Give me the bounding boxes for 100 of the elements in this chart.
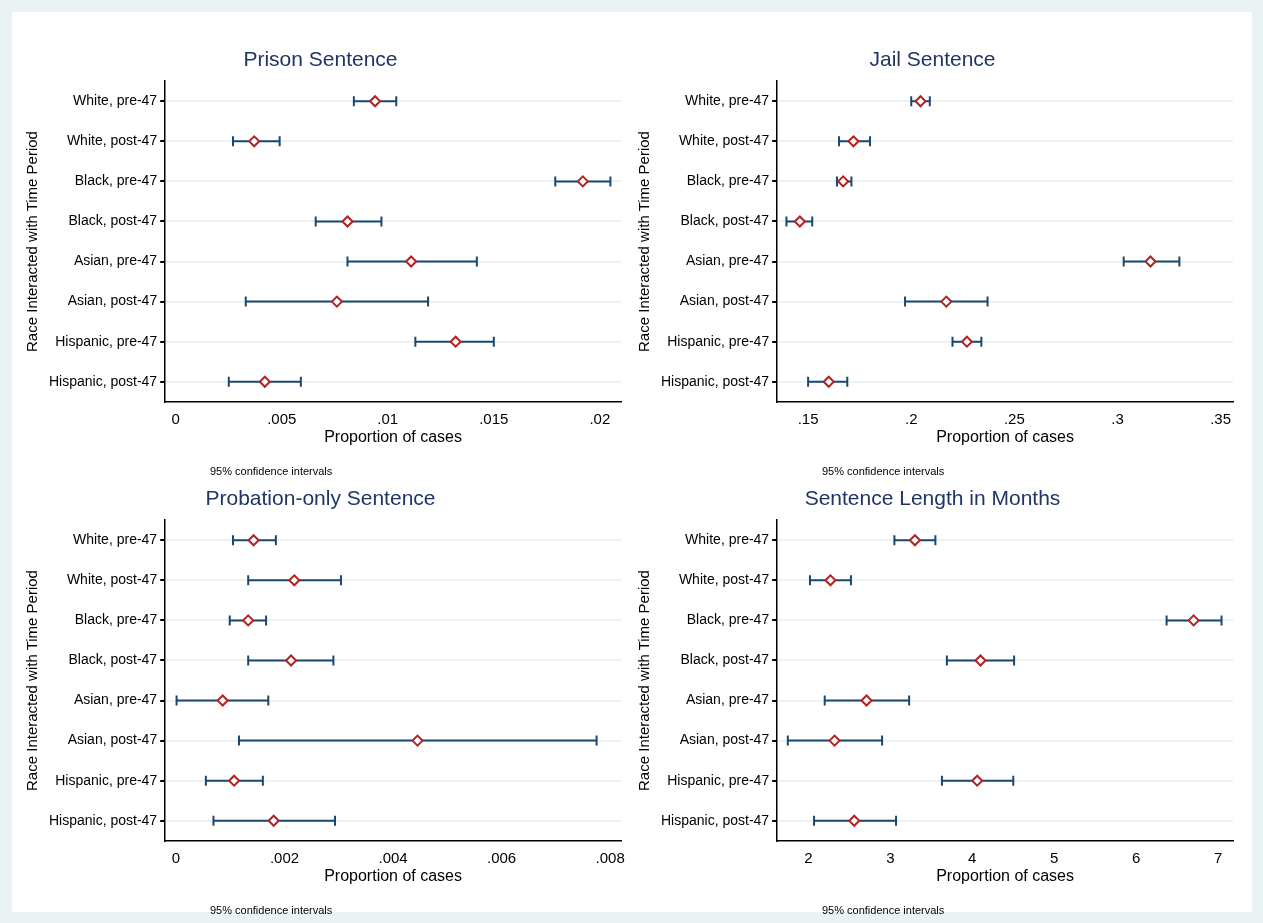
y-axis-title: Race Interacted with Time Period (23, 570, 41, 791)
x-axis-title: Proportion of cases (936, 866, 1075, 884)
point (369, 95, 382, 108)
point (267, 814, 280, 827)
chart-title: Jail Sentence (869, 47, 996, 71)
x-tick-label: .15 (797, 409, 819, 427)
point (1187, 614, 1200, 627)
chart-title: Prison Sentence (243, 47, 398, 71)
point (822, 375, 835, 388)
x-tick-label: 0 (171, 848, 181, 866)
y-tick-label: Hispanic, post-47 (48, 372, 158, 389)
point (576, 175, 589, 188)
y-tick-label: Asian, pre-47 (73, 691, 158, 708)
y-tick-label: White, post-47 (678, 571, 770, 588)
point (793, 215, 806, 228)
x-tick-label: .004 (378, 848, 408, 866)
y-tick-label: White, post-47 (66, 571, 158, 588)
point (1144, 255, 1157, 268)
point (341, 215, 354, 228)
y-tick-label: Black, pre-47 (74, 172, 158, 189)
x-tick-label: .2 (904, 409, 918, 427)
x-tick-label: 4 (968, 848, 977, 866)
point (248, 135, 261, 148)
x-tick-label: .006 (487, 848, 517, 866)
x-tick-label: .25 (1003, 409, 1025, 427)
point (848, 814, 861, 827)
y-tick-label: White, post-47 (678, 132, 770, 149)
y-tick-label: Black, pre-47 (686, 172, 770, 189)
y-tick-label: White, pre-47 (73, 92, 158, 109)
point (908, 534, 921, 547)
x-tick-label: 2 (804, 848, 813, 866)
y-tick-label: Black, post-47 (68, 651, 158, 668)
text: 95% confidence intervals (822, 465, 945, 477)
y-tick-label: Black, pre-47 (686, 611, 770, 628)
y-tick-label: Asian, pre-47 (73, 252, 158, 269)
y-tick-label: Asian, post-47 (679, 731, 770, 748)
point (258, 375, 271, 388)
text: 95% confidence intervals (210, 904, 333, 916)
x-tick-label: .3 (1111, 409, 1124, 427)
point (914, 95, 927, 108)
y-tick-label: Black, post-47 (680, 212, 770, 229)
y-tick-label: Asian, post-47 (67, 731, 158, 748)
point (411, 734, 424, 747)
point (860, 694, 873, 707)
point (828, 734, 841, 747)
text: 95% confidence intervals (822, 904, 945, 916)
x-tick-label: 5 (1050, 848, 1059, 866)
y-tick-label: Hispanic, pre-47 (55, 332, 158, 349)
x-tick-label: 3 (886, 848, 895, 866)
y-tick-label: Hispanic, post-47 (660, 372, 770, 389)
y-tick-label: Hispanic, pre-47 (667, 771, 770, 788)
y-tick-label: Black, pre-47 (74, 611, 158, 628)
x-axis-title: Proportion of cases (324, 866, 463, 884)
x-tick-label: .02 (589, 409, 611, 427)
y-tick-label: White, pre-47 (685, 92, 770, 109)
y-tick-label: White, pre-47 (685, 531, 770, 548)
y-tick-label: Hispanic, post-47 (660, 811, 770, 828)
y-tick-label: Hispanic, pre-47 (55, 771, 158, 788)
x-tick-label: 6 (1132, 848, 1141, 866)
chart-title: Sentence Length in Months (804, 486, 1061, 510)
y-tick-label: Asian, pre-47 (685, 252, 770, 269)
point (285, 654, 298, 667)
point (847, 135, 860, 148)
x-axis-title: Proportion of cases (936, 427, 1075, 445)
chart-title: Probation-only Sentence (205, 486, 436, 510)
y-axis-title: Race Interacted with Time Period (635, 570, 653, 791)
x-tick-label: .008 (595, 848, 625, 866)
point (971, 774, 984, 787)
y-tick-label: Asian, post-47 (679, 292, 770, 309)
text: 95% confidence intervals (210, 465, 333, 477)
point (940, 295, 953, 308)
x-tick-label: .35 (1210, 409, 1232, 427)
y-tick-label: White, post-47 (66, 132, 158, 149)
x-tick-label: 7 (1214, 848, 1223, 866)
y-axis-title: Race Interacted with Time Period (635, 131, 653, 352)
point (247, 534, 260, 547)
point (449, 335, 462, 348)
y-tick-label: Hispanic, pre-47 (667, 332, 770, 349)
point (242, 614, 255, 627)
x-tick-label: .005 (267, 409, 297, 427)
x-tick-label: 0 (171, 409, 180, 427)
y-tick-label: Asian, pre-47 (685, 691, 770, 708)
point (824, 574, 837, 587)
y-tick-label: Asian, post-47 (67, 292, 158, 309)
y-tick-label: Black, post-47 (680, 651, 770, 668)
x-tick-label: .015 (479, 409, 509, 427)
point (974, 654, 987, 667)
y-tick-label: White, pre-47 (73, 531, 158, 548)
x-tick-label: .002 (269, 848, 300, 866)
x-tick-label: .01 (377, 409, 399, 427)
point (228, 774, 241, 787)
x-axis-title: Proportion of cases (324, 427, 463, 445)
point (960, 335, 973, 348)
point (405, 255, 418, 268)
y-tick-label: Black, post-47 (68, 212, 158, 229)
y-axis-title: Race Interacted with Time Period (23, 131, 41, 352)
point (216, 694, 229, 707)
y-tick-label: Hispanic, post-47 (48, 811, 158, 828)
point (330, 295, 343, 308)
point (288, 574, 301, 587)
